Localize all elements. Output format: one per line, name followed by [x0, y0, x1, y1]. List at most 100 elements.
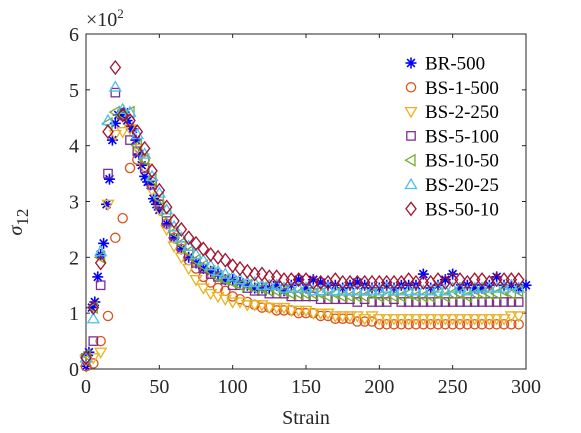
data-point	[138, 147, 152, 159]
data-point	[499, 297, 509, 307]
data-point	[182, 239, 196, 251]
data-point	[293, 307, 304, 319]
legend-item: BS-5-100	[406, 126, 499, 147]
y-tick-label: 4	[69, 136, 79, 158]
data-point	[234, 260, 246, 277]
data-point	[416, 289, 428, 304]
data-point	[270, 269, 283, 285]
data-point	[469, 319, 480, 330]
data-point	[314, 308, 328, 320]
data-point	[328, 311, 342, 323]
data-point	[432, 319, 444, 330]
data-point	[453, 286, 465, 301]
y-axis-label: σ12	[5, 209, 32, 236]
data-point	[424, 314, 438, 326]
data-point	[350, 289, 362, 304]
data-point	[497, 314, 511, 326]
data-point	[328, 284, 342, 296]
data-point	[94, 347, 108, 360]
data-point	[402, 314, 416, 326]
y-tick-label: 3	[69, 192, 79, 214]
legend-item: BS-50-10	[405, 199, 499, 220]
data-point	[270, 302, 284, 315]
data-point	[447, 319, 458, 330]
data-point	[110, 87, 121, 98]
data-point	[504, 278, 518, 290]
data-point	[468, 314, 482, 326]
data-point	[454, 272, 466, 288]
x-tick-label: 50	[149, 376, 169, 398]
data-point	[344, 313, 356, 324]
data-point	[241, 263, 254, 279]
y-tick-label: 0	[69, 359, 79, 381]
data-point	[189, 275, 203, 287]
data-point	[366, 316, 378, 327]
data-point	[256, 266, 268, 282]
y-tick-label: 5	[69, 80, 79, 102]
data-point	[440, 319, 451, 330]
data-point	[240, 278, 252, 292]
data-point	[211, 264, 225, 276]
data-point	[425, 319, 436, 330]
data-point	[387, 314, 401, 326]
data-point	[299, 286, 311, 301]
data-point	[403, 319, 414, 330]
data-point	[401, 286, 414, 301]
data-point	[86, 300, 98, 315]
data-point	[409, 289, 421, 304]
data-point	[292, 305, 306, 318]
data-point	[152, 205, 166, 217]
data-point	[468, 281, 482, 293]
data-point	[498, 319, 510, 330]
data-point	[336, 311, 350, 323]
data-point	[277, 284, 289, 298]
data-point	[219, 252, 232, 268]
data-point	[108, 80, 122, 92]
x-tick-label: 200	[364, 376, 394, 398]
data-point	[116, 107, 129, 123]
data-point	[79, 351, 93, 363]
data-point	[329, 272, 342, 288]
data-point	[446, 281, 460, 293]
data-point	[108, 129, 122, 142]
y-exponent-label: ×102	[86, 6, 124, 31]
data-point	[438, 314, 452, 326]
legend-label: BS-1-500	[425, 78, 499, 99]
data-point	[204, 246, 217, 263]
legend-marker	[405, 82, 417, 93]
series-layer	[79, 59, 532, 372]
data-point	[431, 286, 443, 301]
data-point	[292, 281, 306, 293]
data-point	[117, 212, 128, 224]
data-point	[453, 314, 467, 326]
data-point	[388, 319, 400, 330]
data-point	[103, 168, 113, 179]
data-point	[409, 284, 423, 296]
data-point	[284, 305, 298, 318]
data-point	[174, 236, 186, 251]
data-point	[218, 273, 230, 287]
data-point	[299, 281, 313, 293]
data-point	[512, 311, 526, 323]
y-tick-label: 1	[69, 303, 79, 325]
data-point	[350, 284, 364, 296]
data-point	[476, 319, 488, 330]
data-point	[357, 289, 370, 304]
data-point	[484, 319, 495, 330]
data-point	[110, 232, 121, 244]
data-point	[182, 230, 195, 246]
data-point	[225, 275, 238, 290]
data-point	[271, 305, 282, 316]
data-point	[380, 314, 394, 326]
data-point	[475, 314, 489, 326]
data-point	[490, 281, 504, 293]
data-point	[240, 300, 254, 312]
data-point	[233, 278, 245, 292]
data-point	[95, 335, 106, 347]
data-point	[182, 263, 196, 276]
data-point	[511, 284, 524, 298]
data-point	[196, 253, 210, 265]
data-point	[88, 358, 99, 369]
data-point	[247, 281, 260, 295]
